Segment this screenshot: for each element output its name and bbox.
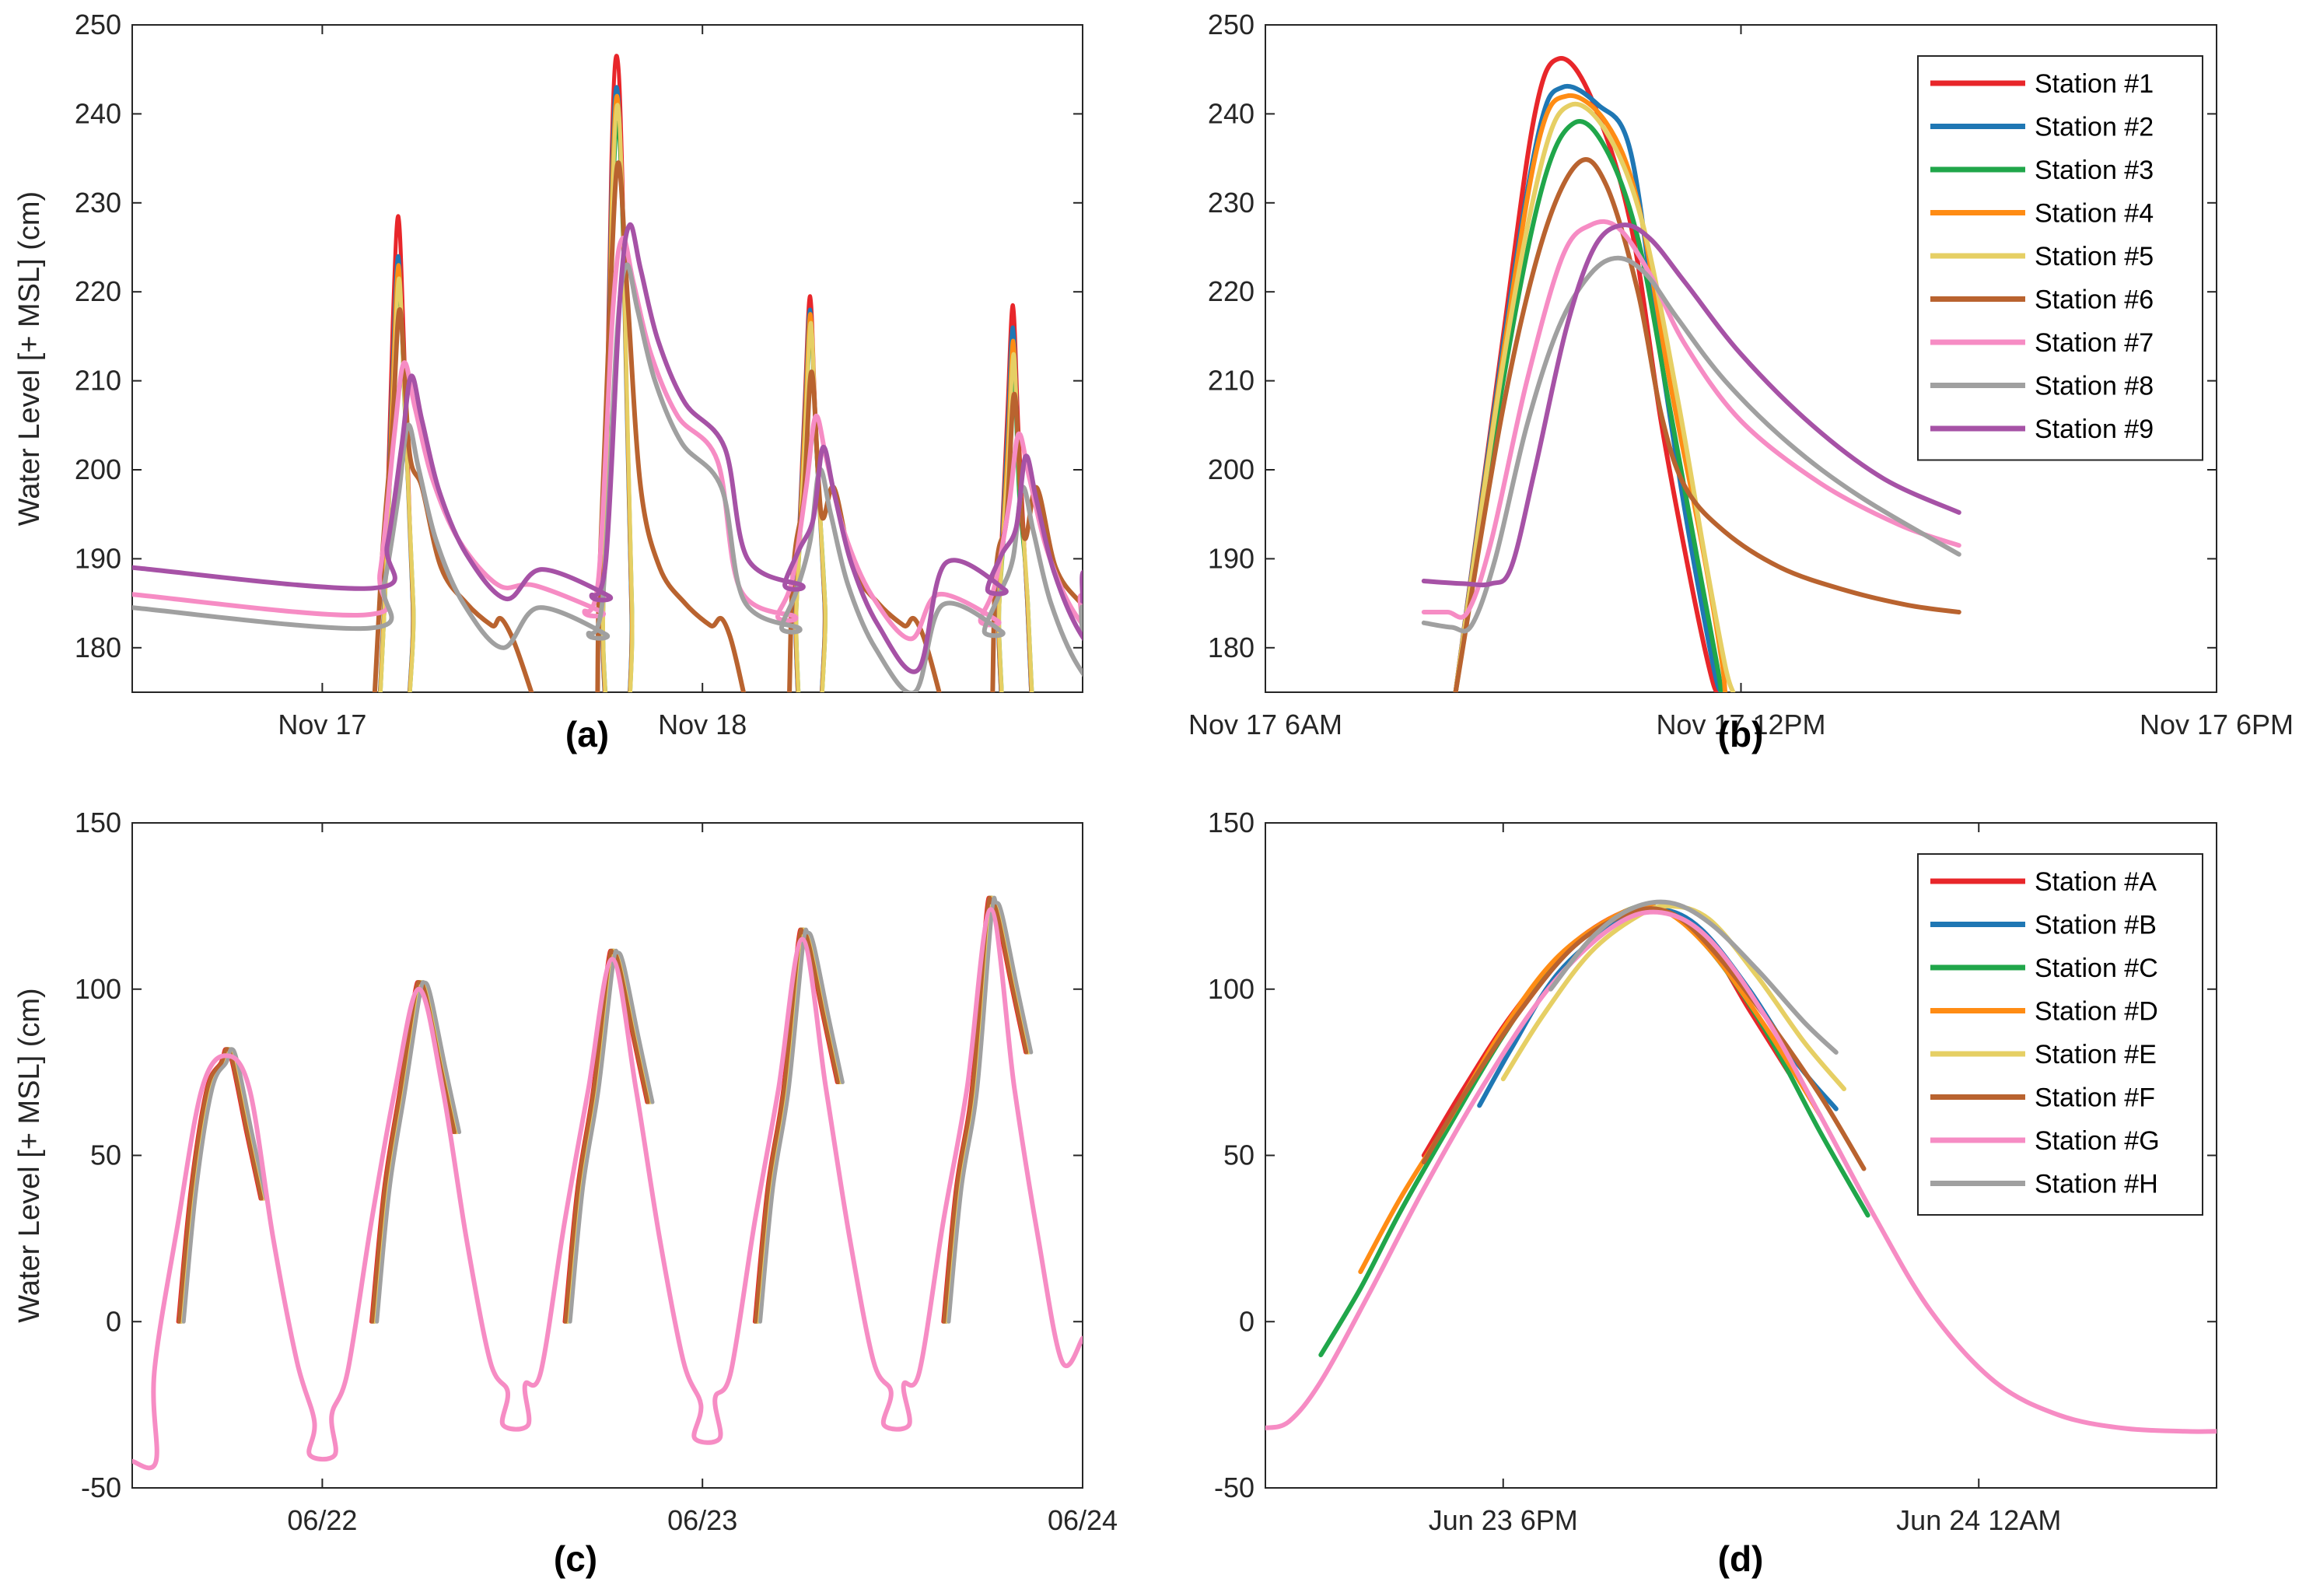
y-tick-label: 180: [75, 632, 121, 663]
legend-entry: Station #E: [2035, 1040, 2157, 1069]
series-group: [1421, 56, 1961, 692]
y-tick-label: -50: [81, 1472, 121, 1503]
legend-entry: Station #A: [2035, 867, 2157, 897]
series-line-station-f: [1421, 906, 1867, 1171]
series-line-station-5: [378, 103, 1034, 692]
legend-entry: Station #D: [2035, 997, 2158, 1027]
legend-entry: Station #1: [2035, 69, 2154, 99]
y-tick-label: 190: [75, 542, 121, 574]
y-tick-label: 250: [75, 9, 121, 40]
x-tick-label: Nov 17: [278, 709, 366, 740]
x-tick-label: Jun 24 12AM: [1896, 1504, 2061, 1536]
x-tick-label: Nov 18: [658, 709, 747, 740]
series-line-station-8: [132, 262, 1083, 692]
y-tick-label: 210: [75, 365, 121, 397]
legend-entry: Station #5: [2035, 242, 2154, 271]
y-tick-label: -50: [1214, 1472, 1254, 1503]
y-axis-label: Water Level [+ MSL] (cm): [13, 191, 46, 526]
y-tick-label: 240: [1208, 97, 1254, 129]
legend-entry: Station #2: [2035, 113, 2154, 142]
legend-entry: Station #4: [2035, 199, 2154, 229]
y-tick-label: 220: [75, 275, 121, 307]
series-line-station-8: [1421, 255, 1961, 634]
panel-label: (d): [1718, 1538, 1764, 1579]
series-line-station-g: [1265, 909, 2217, 1434]
series-line-station-9: [132, 222, 1083, 674]
legend-entry: Station #C: [2035, 954, 2158, 983]
panel-label: (a): [565, 714, 609, 754]
y-tick-label: 200: [75, 453, 121, 485]
y-tick-label: 100: [75, 973, 121, 1005]
y-tick-label: 50: [90, 1139, 121, 1171]
plot-area-c: [131, 822, 1083, 1489]
legend: Station #1 Station #2 Station #3 Station #4…: [1917, 55, 2203, 461]
series-group: [1265, 899, 2217, 1434]
series-line-station-5: [1453, 101, 1736, 692]
y-tick-label: 210: [1208, 365, 1254, 397]
series-line-station-h: [1548, 899, 1839, 1055]
y-tick-label: 0: [106, 1305, 121, 1337]
x-tick-label: Jun 23 6PM: [1429, 1504, 1578, 1536]
y-tick-label: 100: [1208, 973, 1254, 1005]
legend-box: [1917, 853, 2203, 1216]
y-tick-label: 250: [1208, 9, 1254, 40]
panel-label: (b): [1718, 714, 1764, 754]
panel-a: 180 190 200 210 220 230 240 250 Nov 17 Nov 18 Wate…: [13, 9, 1083, 754]
y-tick-label: 230: [75, 187, 121, 219]
series-line-station-h: [181, 895, 1034, 1324]
series-line-station-9: [1421, 222, 1961, 588]
x-tick-label: 06/22: [287, 1504, 357, 1536]
series-group-c: [132, 895, 1083, 1471]
y-tick-label: 230: [1208, 187, 1254, 219]
legend-entry: Station #9: [2035, 415, 2154, 444]
legend-entry: Station #B: [2035, 911, 2157, 940]
panel-label: (c): [554, 1538, 597, 1579]
x-tick-label: Nov 17 6AM: [1188, 709, 1342, 740]
legend: Station #A Station #B Station #C Station #D…: [1917, 853, 2203, 1216]
series-line-station-7: [1421, 219, 1961, 620]
series-line-station-d: [1358, 903, 1823, 1275]
legend-entry: Station #8: [2035, 372, 2154, 401]
legend-entry: Station #6: [2035, 285, 2154, 315]
series-line-station-6: [1453, 157, 1961, 692]
x-tick-label: Nov 17 6PM: [2140, 709, 2294, 740]
y-tick-label: 0: [1239, 1305, 1254, 1337]
y-tick-label: 50: [1223, 1139, 1254, 1171]
legend-entry: Station #H: [2035, 1170, 2158, 1199]
y-tick-label: 190: [1208, 542, 1254, 574]
series-group: [132, 54, 1083, 692]
panel-c: -50 0 50 100 150 06/22 06/23 06/24 Water Level […: [13, 807, 1118, 1579]
series-line-station-3: [1453, 119, 1723, 692]
series-line-station-g: [132, 907, 1083, 1471]
legend-entry: Station #G: [2035, 1126, 2160, 1156]
x-tick-label: 06/23: [667, 1504, 737, 1536]
y-tick-label: 180: [1208, 632, 1254, 663]
series-line-station-e: [1500, 903, 1846, 1091]
y-axis-label: Water Level [+ MSL] (cm): [13, 988, 46, 1322]
legend-entry: Station #3: [2035, 156, 2154, 185]
x-tick-label: 06/24: [1048, 1504, 1118, 1536]
x-tick-label: Nov 17 12PM: [1656, 709, 1825, 740]
panel-b: 180 190 200 210 220 230 240 250 Nov 17 6AM Nov 17…: [1188, 9, 2294, 754]
panel-d: -50 0 50 100 150 Jun 23 6PM Jun 24 12AM (d) Stat…: [1208, 807, 2217, 1579]
legend-entry: Station #F: [2035, 1083, 2155, 1113]
y-tick-label: 240: [75, 97, 121, 129]
y-tick-label: 220: [1208, 275, 1254, 307]
legend-entry: Station #7: [2035, 328, 2154, 358]
y-tick-label: 200: [1208, 453, 1254, 485]
y-tick-label: 150: [1208, 807, 1254, 838]
y-tick-label: 150: [75, 807, 121, 838]
